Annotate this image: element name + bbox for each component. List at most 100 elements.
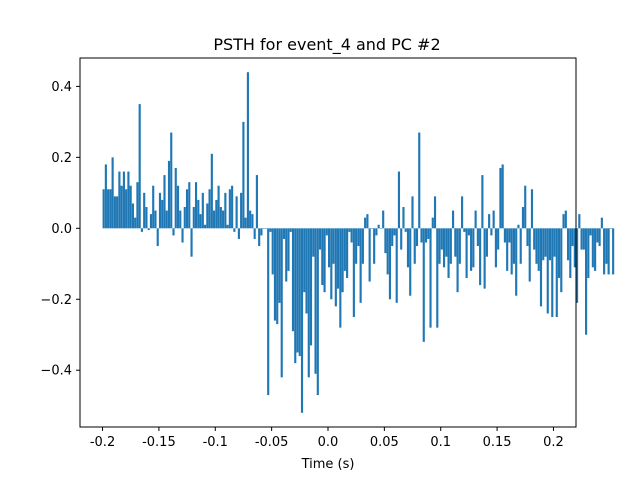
bar	[303, 228, 306, 293]
bar	[109, 189, 112, 229]
bar	[528, 228, 531, 282]
bar	[222, 210, 225, 229]
bar	[190, 228, 193, 257]
bar	[330, 228, 333, 300]
bar	[337, 228, 340, 289]
bar	[580, 228, 583, 250]
bar	[494, 228, 497, 268]
bar	[388, 228, 392, 300]
bar	[537, 228, 540, 271]
bar	[458, 228, 461, 264]
bar	[240, 192, 243, 229]
bar	[429, 228, 432, 328]
bar	[314, 228, 317, 374]
bar	[424, 228, 428, 243]
bar	[183, 207, 186, 229]
bar	[231, 185, 234, 229]
bar	[174, 167, 177, 229]
bar	[309, 228, 313, 346]
bar	[512, 228, 516, 264]
bar	[400, 228, 403, 250]
bar	[156, 228, 159, 247]
bar	[364, 217, 367, 229]
bar	[334, 228, 337, 307]
bar	[149, 214, 153, 229]
bar	[176, 185, 180, 229]
bar	[409, 228, 412, 296]
bar	[375, 228, 378, 236]
bar	[224, 192, 227, 229]
bar	[213, 210, 216, 229]
bar	[519, 228, 522, 264]
bar	[197, 199, 200, 229]
bar	[442, 228, 446, 268]
bar	[454, 228, 457, 257]
bar	[404, 228, 407, 232]
bar	[357, 228, 360, 247]
bar	[215, 199, 218, 229]
bar	[553, 228, 556, 257]
bar	[530, 189, 534, 229]
bar	[255, 175, 258, 229]
bar	[368, 228, 371, 282]
bar	[305, 228, 308, 314]
bar	[413, 228, 416, 264]
bar	[452, 210, 455, 229]
bar	[251, 214, 254, 229]
bar	[544, 228, 547, 257]
y-axis-ticks: −0.4 −0.2 0.0 0.2 0.4	[40, 80, 80, 379]
bar	[492, 210, 495, 229]
bar	[479, 228, 482, 286]
x-tick-label: 0.2	[543, 435, 564, 450]
bar	[122, 171, 125, 229]
bar	[113, 196, 116, 229]
bar	[612, 228, 615, 275]
bar	[609, 228, 612, 229]
y-tick-label: 0.4	[51, 80, 72, 95]
bar	[449, 228, 452, 264]
x-tick-label: 0.1	[430, 435, 451, 450]
bar	[253, 228, 256, 239]
bar	[585, 228, 588, 335]
bar	[591, 228, 594, 268]
y-tick-label: −0.4	[40, 364, 72, 379]
bar	[456, 228, 459, 293]
y-tick-label: −0.2	[40, 293, 72, 308]
bar	[359, 228, 362, 303]
bar	[237, 228, 240, 239]
bar	[307, 228, 310, 378]
bar	[539, 228, 543, 307]
bar	[386, 228, 389, 275]
bar	[147, 228, 150, 231]
bar	[282, 228, 286, 239]
bar	[131, 203, 134, 229]
bar	[397, 171, 401, 229]
bar	[228, 189, 231, 229]
bar	[603, 228, 606, 275]
bar	[533, 228, 536, 250]
bar	[185, 189, 189, 229]
bar	[600, 217, 603, 229]
bar	[125, 189, 128, 229]
bar	[373, 228, 376, 264]
bar	[235, 196, 238, 229]
bar	[463, 228, 466, 232]
bar	[384, 228, 387, 254]
bar	[206, 203, 209, 229]
bar	[546, 228, 549, 314]
bar	[318, 228, 322, 250]
bar	[508, 228, 511, 243]
bar	[566, 228, 570, 261]
bar	[382, 210, 385, 229]
bar	[294, 228, 297, 364]
bar	[465, 228, 468, 278]
bar	[192, 207, 195, 229]
x-tick-label: 0.0	[318, 435, 339, 450]
bar	[485, 228, 488, 257]
bar	[249, 210, 252, 229]
bar	[104, 164, 107, 229]
bar	[594, 228, 597, 271]
bar	[343, 228, 346, 271]
x-axis-label: Time (s)	[301, 457, 355, 472]
bar	[555, 228, 558, 318]
